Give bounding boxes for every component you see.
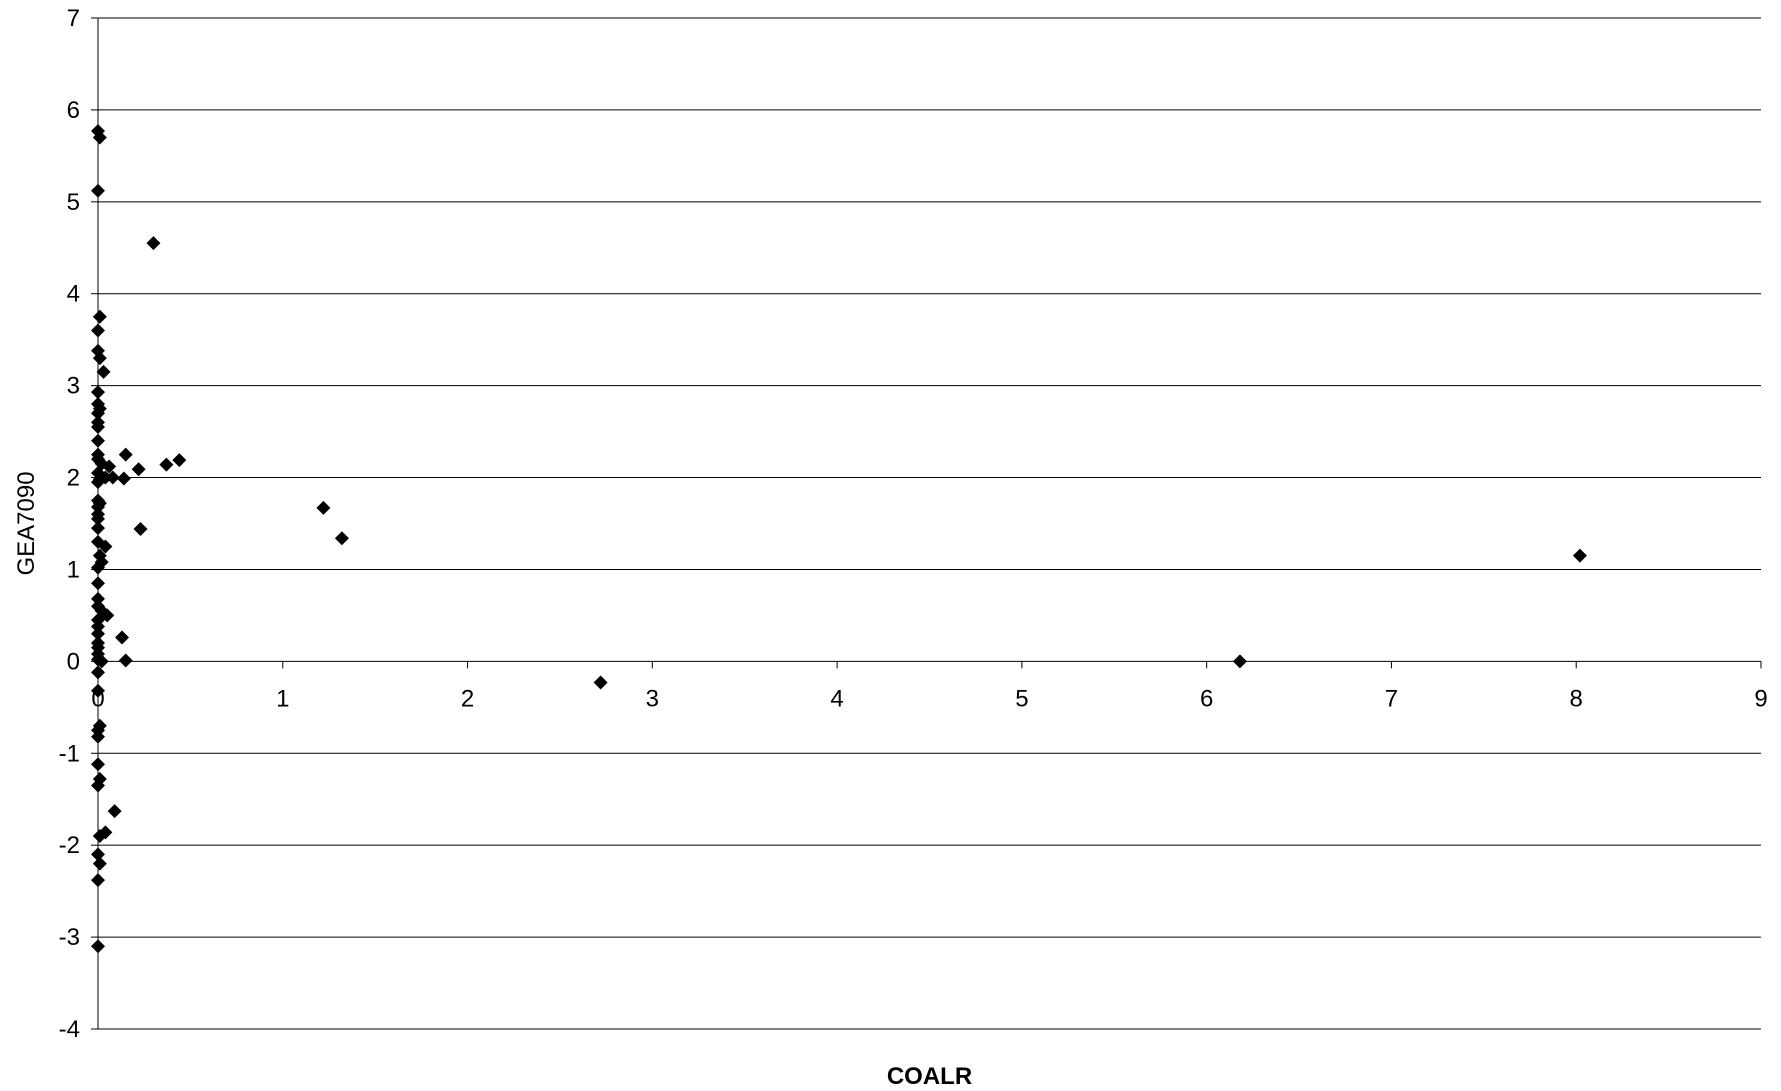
data-point xyxy=(91,683,105,698)
data-point xyxy=(131,462,146,477)
data-point xyxy=(115,630,130,645)
x-tick-label: 3 xyxy=(646,685,659,712)
x-tick-label: 8 xyxy=(1570,685,1583,712)
data-point xyxy=(91,757,105,772)
y-tick-label: -3 xyxy=(59,924,80,951)
y-tick-label: 1 xyxy=(67,556,80,583)
data-point xyxy=(92,309,107,324)
data-point xyxy=(91,433,105,448)
data-point xyxy=(334,531,349,546)
data-point xyxy=(91,939,105,954)
data-points xyxy=(91,124,1587,954)
data-point xyxy=(159,457,174,472)
data-point xyxy=(96,364,111,379)
data-point xyxy=(91,576,105,591)
data-point xyxy=(91,511,105,526)
x-tick-label: 1 xyxy=(276,685,289,712)
y-tick-label: 2 xyxy=(67,465,80,492)
data-point xyxy=(91,591,105,606)
x-tick-label: 9 xyxy=(1754,685,1767,712)
data-point xyxy=(91,499,105,514)
data-point xyxy=(1572,548,1587,563)
data-point xyxy=(316,500,331,515)
data-point xyxy=(91,560,105,575)
y-tick-label: 7 xyxy=(67,5,80,32)
data-point xyxy=(91,406,105,421)
y-axis-title: GEA7090 xyxy=(13,471,40,575)
data-point xyxy=(91,619,105,634)
data-point xyxy=(91,729,105,744)
y-tick-label: -1 xyxy=(59,740,80,767)
y-tick-label: -2 xyxy=(59,832,80,859)
x-tick-label: 2 xyxy=(461,685,474,712)
data-point xyxy=(133,522,148,537)
data-point xyxy=(92,130,107,145)
data-point xyxy=(102,459,117,474)
x-tick-label: 7 xyxy=(1385,685,1398,712)
data-point xyxy=(105,470,120,485)
data-point xyxy=(91,419,105,434)
data-point xyxy=(91,778,105,793)
data-point xyxy=(593,675,608,690)
x-tick-label: 4 xyxy=(830,685,843,712)
data-point xyxy=(92,828,107,843)
y-tick-label: -4 xyxy=(59,1016,80,1043)
data-point xyxy=(91,385,105,400)
data-point xyxy=(91,847,105,862)
data-point xyxy=(98,539,113,554)
y-tick-label: 0 xyxy=(67,648,80,675)
data-point xyxy=(91,323,105,338)
data-point xyxy=(92,351,107,366)
y-tick-label: 5 xyxy=(67,189,80,216)
data-point xyxy=(91,183,105,198)
data-point xyxy=(91,521,105,536)
axes xyxy=(91,17,1762,1030)
data-point xyxy=(172,453,187,468)
gridlines xyxy=(98,17,1761,1030)
data-point xyxy=(1232,654,1247,669)
x-tick-label: 6 xyxy=(1200,685,1213,712)
data-point xyxy=(91,873,105,888)
data-point xyxy=(92,856,107,871)
data-point xyxy=(118,447,133,462)
data-point xyxy=(146,236,161,251)
data-point xyxy=(107,804,122,819)
y-tick-label: 4 xyxy=(67,281,80,308)
data-point xyxy=(91,665,105,680)
data-point xyxy=(94,654,109,669)
data-point xyxy=(91,626,105,641)
data-point xyxy=(116,471,131,486)
y-tick-label: 3 xyxy=(67,373,80,400)
x-tick-label: 5 xyxy=(1015,685,1028,712)
data-point xyxy=(118,653,133,668)
data-point xyxy=(91,475,105,490)
y-tick-label: 6 xyxy=(67,97,80,124)
x-axis-title: COALR xyxy=(887,1063,972,1086)
